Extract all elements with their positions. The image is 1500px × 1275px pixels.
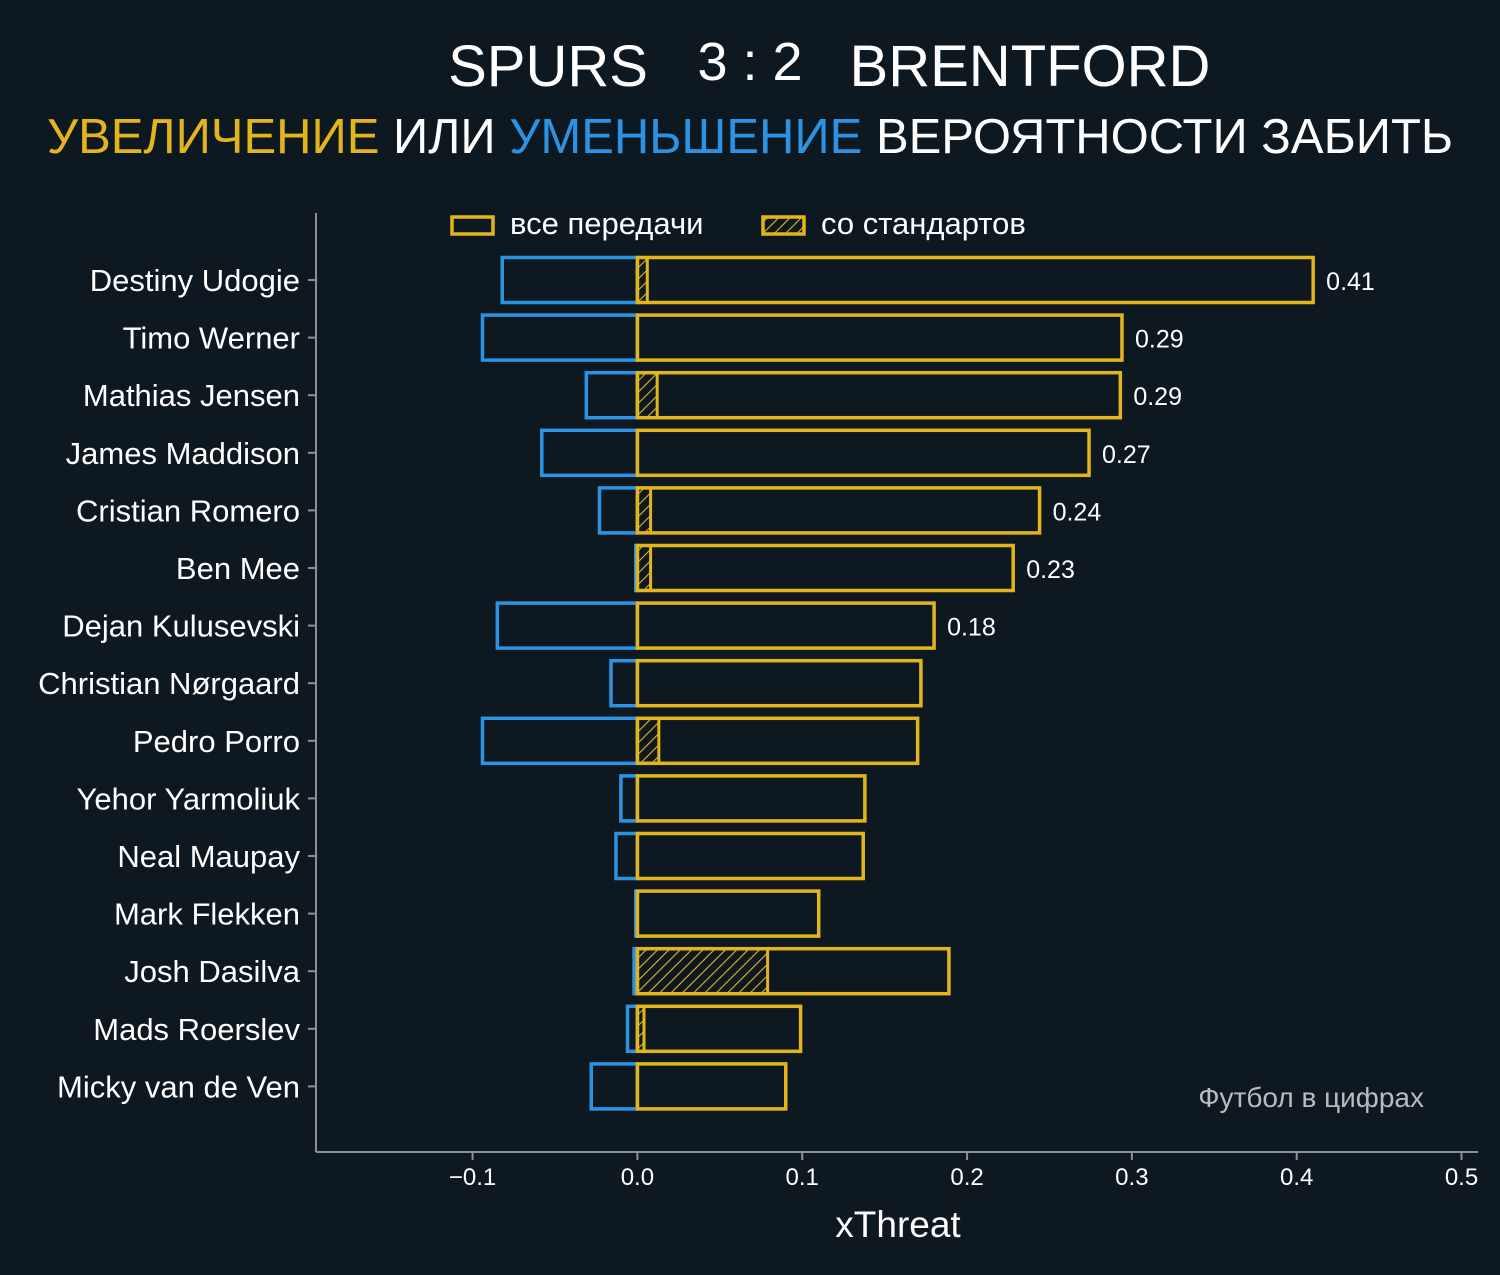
value-labels: 0.41 0.29 0.29 0.27 0.24 0.23 0.18 — [947, 268, 1375, 642]
y-tick-labels: Destiny Udogie Timo Werner Mathias Jensen J… — [38, 263, 316, 1104]
value-label: 0.18 — [947, 614, 996, 642]
x-tick-label: 0.0 — [621, 1164, 654, 1191]
bars-group — [480, 255, 1315, 1111]
x-tick-label: −0.1 — [449, 1164, 496, 1191]
bar-positive — [635, 1062, 788, 1111]
bar-set-pieces — [635, 716, 661, 765]
bar-negative — [619, 774, 640, 823]
value-label: 0.29 — [1133, 383, 1182, 411]
bar-negative — [495, 601, 640, 650]
subtitle: УВЕЛИЧЕНИЕ ИЛИ УМЕНЬШЕНИЕ ВЕРОЯТНОСТИ ЗА… — [47, 110, 1453, 164]
bar-positive — [635, 831, 865, 881]
bar-positive — [635, 428, 1091, 478]
bar-positive — [635, 313, 1124, 362]
y-tick-label: Josh Dasilva — [124, 954, 300, 989]
bar-negative — [609, 658, 640, 708]
x-tick-label: 0.3 — [1115, 1164, 1148, 1191]
y-tick-label: Destiny Udogie — [90, 263, 300, 298]
bar-set-pieces — [635, 947, 770, 996]
y-tick-label: Yehor Yarmoliuk — [77, 781, 301, 816]
x-ticks: −0.1 0.0 0.1 0.2 0.3 0.4 0.5 — [449, 1152, 1478, 1191]
bar-negative — [540, 428, 640, 478]
bar-positive — [635, 658, 923, 708]
bar-positive — [635, 255, 1315, 305]
score: 3 : 2 — [697, 32, 802, 92]
team-home: SPURS — [448, 34, 648, 99]
value-label: 0.27 — [1102, 441, 1151, 469]
legend-swatch-all-passes — [450, 215, 495, 236]
bar-set-pieces — [635, 371, 659, 420]
legend-label-all-passes: все передачи — [510, 206, 703, 241]
y-tick-label: Ben Mee — [176, 551, 300, 586]
bar-negative — [480, 716, 640, 766]
subtitle-or: ИЛИ — [379, 110, 509, 164]
value-label: 0.41 — [1326, 268, 1375, 296]
bar-positive — [635, 889, 821, 938]
y-tick-label: Christian Nørgaard — [38, 666, 300, 701]
value-label: 0.29 — [1135, 326, 1184, 354]
y-tick-label: Mathias Jensen — [83, 378, 300, 413]
x-tick-label: 0.4 — [1280, 1164, 1313, 1191]
bar-positive — [635, 774, 867, 823]
team-away: BRENTFORD — [850, 34, 1211, 99]
bar-negative — [589, 1062, 640, 1111]
bar-negative — [480, 313, 640, 362]
y-tick-label: Neal Maupay — [117, 839, 300, 874]
bar-positive — [635, 946, 951, 996]
bar-negative — [500, 255, 640, 305]
x-tick-label: 0.5 — [1445, 1164, 1478, 1191]
bar-set-pieces — [635, 486, 653, 535]
y-tick-label: Dejan Kulusevski — [62, 609, 300, 644]
bar-negative — [597, 486, 640, 535]
y-tick-label: Mark Flekken — [114, 897, 300, 932]
x-tick-label: 0.1 — [786, 1164, 819, 1191]
bar-positive — [635, 716, 920, 766]
value-label: 0.23 — [1026, 556, 1075, 584]
bar-negative — [584, 370, 640, 420]
y-tick-label: Micky van de Ven — [57, 1069, 300, 1104]
legend-label-set-pieces: со стандартов — [821, 206, 1026, 241]
bar-positive — [635, 1004, 803, 1054]
y-tick-label: Timo Werner — [123, 321, 300, 356]
legend: все передачи со стандартов — [450, 206, 1026, 241]
bar-positive — [635, 601, 936, 650]
y-tick-label: Cristian Romero — [76, 493, 300, 528]
subtitle-increase: УВЕЛИЧЕНИЕ — [47, 110, 380, 164]
bar-positive — [635, 486, 1042, 535]
subtitle-rest: ВЕРОЯТНОСТИ ЗАБИТЬ — [862, 110, 1453, 164]
y-tick-label: James Maddison — [66, 436, 300, 471]
watermark: Футбол в цифрах — [1198, 1082, 1424, 1113]
bar-negative — [614, 831, 640, 881]
bar-positive — [635, 370, 1123, 420]
legend-swatch-set-pieces — [761, 215, 806, 236]
y-tick-label: Mads Roerslev — [93, 1012, 300, 1047]
x-tick-label: 0.2 — [950, 1164, 983, 1191]
y-tick-label: Pedro Porro — [133, 724, 300, 759]
value-label: 0.24 — [1053, 498, 1102, 526]
subtitle-decrease: УМЕНЬШЕНИЕ — [509, 110, 862, 164]
bar-positive — [635, 543, 1015, 593]
bar-set-pieces — [635, 544, 653, 592]
x-axis-label: xThreat — [835, 1204, 961, 1245]
